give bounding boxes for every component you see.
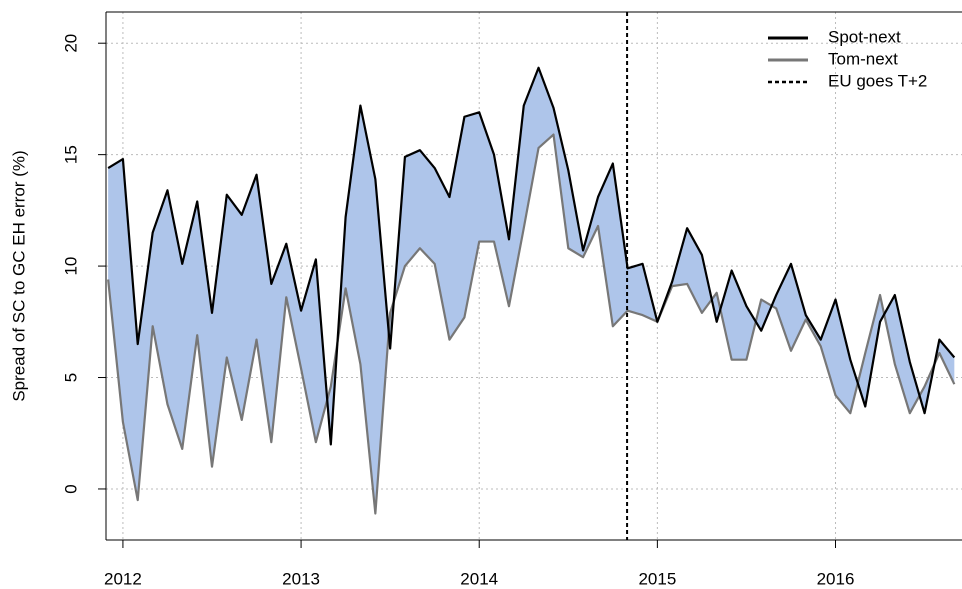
y-tick-label: 15 [61, 145, 80, 164]
legend-label: Spot-next [828, 27, 901, 46]
x-tick-label: 2015 [638, 569, 676, 588]
x-tick-label: 2016 [817, 569, 855, 588]
y-tick-label: 5 [61, 373, 80, 382]
y-tick-label: 0 [61, 484, 80, 493]
spread-area [108, 67, 955, 514]
legend-label: EU goes T+2 [828, 71, 927, 90]
x-tick-label: 2013 [282, 569, 320, 588]
series-line [107, 133, 956, 515]
y-axis-label: Spread of SC to GC EH error (%) [9, 150, 28, 401]
y-tick-label: 10 [61, 257, 80, 276]
legend-label: Tom-next [828, 49, 898, 68]
y-tick-label: 20 [61, 34, 80, 53]
series-line [107, 66, 956, 446]
x-tick-label: 2012 [104, 569, 142, 588]
x-tick-label: 2014 [460, 569, 498, 588]
